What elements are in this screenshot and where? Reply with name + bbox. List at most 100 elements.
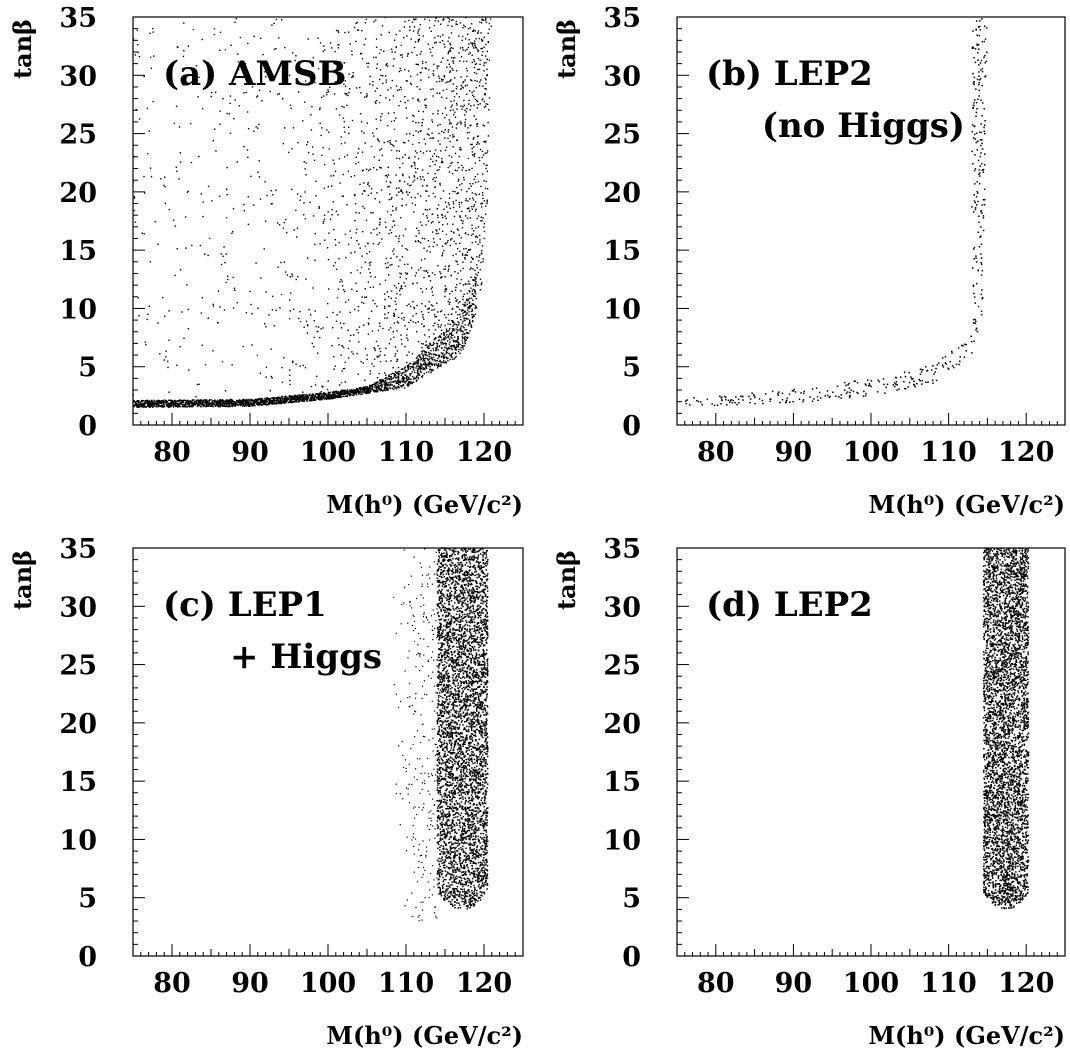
data-point xyxy=(455,253,457,255)
data-point xyxy=(395,287,398,289)
data-point xyxy=(469,322,471,324)
data-point xyxy=(454,352,457,354)
data-point xyxy=(448,50,450,52)
data-point xyxy=(367,387,369,390)
data-point xyxy=(410,362,412,365)
data-point xyxy=(344,395,346,398)
data-point xyxy=(395,308,397,311)
data-point xyxy=(328,393,330,395)
data-point xyxy=(208,400,210,403)
data-point xyxy=(469,109,471,111)
data-point xyxy=(483,36,485,38)
data-point xyxy=(413,176,416,178)
data-point xyxy=(423,325,425,327)
data-point xyxy=(202,201,204,203)
data-point xyxy=(392,95,395,97)
data-point xyxy=(395,85,398,87)
data-point xyxy=(404,101,406,104)
data-point xyxy=(347,170,350,172)
data-point xyxy=(139,402,141,404)
data-point xyxy=(288,151,290,154)
data-point xyxy=(434,196,436,198)
data-point xyxy=(448,204,450,206)
data-point xyxy=(978,173,980,176)
data-point xyxy=(311,397,313,400)
data-point xyxy=(337,214,339,216)
data-point xyxy=(164,176,166,178)
data-point xyxy=(400,86,402,89)
data-point xyxy=(249,405,251,407)
data-point xyxy=(383,50,385,52)
data-point xyxy=(372,84,374,86)
data-point xyxy=(163,184,165,187)
data-point xyxy=(413,306,415,309)
data-point xyxy=(384,378,386,380)
data-point xyxy=(230,399,232,401)
data-point xyxy=(469,268,471,270)
data-point xyxy=(406,55,409,57)
data-point xyxy=(471,308,473,310)
data-point xyxy=(420,50,422,53)
data-point xyxy=(434,42,436,44)
data-point xyxy=(467,336,469,338)
data-point xyxy=(323,398,326,400)
data-point xyxy=(390,290,393,292)
data-point xyxy=(421,60,424,63)
data-point xyxy=(468,307,471,309)
data-point xyxy=(453,329,455,332)
data-point xyxy=(471,167,473,170)
data-point xyxy=(167,405,169,408)
data-point xyxy=(389,383,392,385)
data-point xyxy=(463,99,465,102)
data-point xyxy=(420,371,422,373)
data-point xyxy=(438,169,440,171)
data-point xyxy=(466,84,468,86)
data-point xyxy=(425,351,427,353)
data-point xyxy=(451,156,453,158)
data-point xyxy=(433,363,436,365)
data-point xyxy=(377,386,380,388)
data-point xyxy=(258,123,260,126)
data-point xyxy=(292,52,294,54)
data-point xyxy=(488,97,491,99)
data-point xyxy=(427,344,430,347)
data-point xyxy=(442,79,444,81)
data-point xyxy=(394,300,396,303)
data-point xyxy=(417,341,420,343)
data-point xyxy=(416,54,418,56)
data-point xyxy=(319,395,321,398)
data-point xyxy=(151,406,154,408)
data-point xyxy=(374,384,376,387)
data-point xyxy=(254,398,256,401)
data-point xyxy=(447,335,450,337)
data-point xyxy=(247,196,249,198)
data-point xyxy=(416,177,419,179)
data-point xyxy=(201,108,204,110)
data-point xyxy=(401,245,403,247)
data-point xyxy=(310,398,312,401)
data-point xyxy=(449,140,451,143)
data-point xyxy=(323,95,325,97)
data-point xyxy=(386,124,389,127)
data-point xyxy=(447,323,449,325)
data-point xyxy=(323,393,325,395)
data-point xyxy=(342,195,344,197)
data-point xyxy=(459,206,461,208)
data-point xyxy=(457,338,460,340)
data-point xyxy=(399,30,401,32)
data-point xyxy=(465,232,467,234)
data-point xyxy=(207,317,209,319)
data-point xyxy=(168,208,170,211)
data-point xyxy=(451,328,454,330)
data-point xyxy=(379,166,381,169)
data-point xyxy=(482,19,485,21)
data-point xyxy=(313,159,316,161)
data-point xyxy=(445,82,447,84)
data-point xyxy=(451,67,453,70)
data-point xyxy=(456,324,458,326)
data-point xyxy=(467,305,470,308)
data-point xyxy=(409,133,411,135)
data-point xyxy=(470,267,472,269)
data-point xyxy=(335,244,337,246)
